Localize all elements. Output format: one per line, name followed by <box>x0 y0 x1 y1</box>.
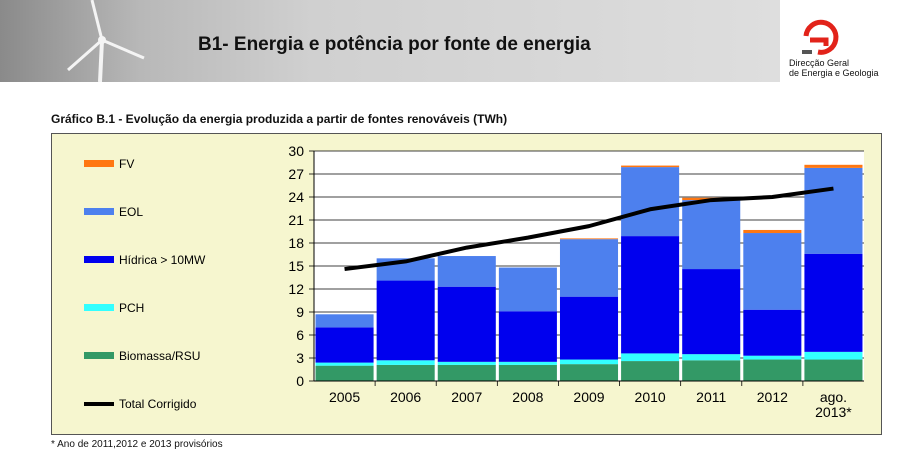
x-tick-label: 2007 <box>451 389 482 405</box>
footnote: * Ano de 2011,2012 e 2013 provisórios <box>51 439 223 450</box>
dgeg-logo <box>802 19 839 55</box>
bar-segment <box>804 164 863 168</box>
bar-segment <box>682 354 741 361</box>
bar-segment <box>559 359 619 365</box>
bar-segment <box>498 364 557 381</box>
page-title: B1- Energia e potência por fonte de ener… <box>198 34 591 55</box>
y-tick-label: 0 <box>296 373 304 389</box>
legend-label: FV <box>119 157 134 171</box>
header-banner: B1- Energia e potência por fonte de ener… <box>0 0 780 82</box>
y-tick-label: 30 <box>288 143 304 159</box>
bar-segment <box>315 314 374 328</box>
legend-label: PCH <box>119 301 144 315</box>
y-tick-label: 21 <box>288 212 304 228</box>
bar-segment <box>743 233 802 310</box>
legend-swatch <box>84 304 114 311</box>
logo-line-2: de Energia e Geologia <box>789 68 879 78</box>
x-tick-label: 2008 <box>512 389 543 405</box>
bar-segment <box>804 167 863 254</box>
legend-swatch <box>84 208 114 215</box>
bar-segment <box>682 269 741 355</box>
bar-segment <box>804 351 863 360</box>
total-line <box>344 186 834 272</box>
bar-segment <box>621 167 680 237</box>
bar-segment <box>315 327 374 363</box>
bar-segment <box>437 286 496 362</box>
legend-label: Biomassa/RSU <box>119 349 200 363</box>
bar-segment <box>682 200 741 270</box>
bar-segment <box>498 267 557 312</box>
bar-segment <box>743 229 802 234</box>
x-tick-label: 2013* <box>815 404 852 420</box>
y-tick-label: 27 <box>288 166 304 182</box>
chart-heading: Gráfico B.1 - Evolução da energia produz… <box>51 112 508 126</box>
bar-segment <box>498 311 557 362</box>
bar-segment <box>376 364 435 381</box>
bar-segment <box>315 365 374 381</box>
bar-segment <box>559 364 619 381</box>
bar-segment <box>743 359 802 381</box>
x-tick-label: 2010 <box>635 389 666 405</box>
y-tick-label: 24 <box>288 189 304 205</box>
bar-segment <box>559 296 619 360</box>
bar-segment <box>621 236 680 354</box>
bar-segment <box>559 238 619 240</box>
legend-swatch <box>84 256 114 263</box>
x-tick-label: 2012 <box>757 389 788 405</box>
bar-segment <box>621 165 680 168</box>
bar-segment <box>804 359 863 381</box>
bar-segment <box>621 353 680 362</box>
chart-svg: 0 3 6 9 12 15 18 21 24 27 30 2005 2006 2007 2008 2009 20… <box>84 143 864 420</box>
bar-segment <box>743 309 802 356</box>
y-tick-label: 12 <box>288 281 304 297</box>
y-tick-label: 15 <box>288 258 304 274</box>
legend-label: Total Corrigido <box>119 397 197 411</box>
y-tick-label: 3 <box>296 350 304 366</box>
bar-segment <box>559 239 619 297</box>
x-tick-label: 2006 <box>390 389 421 405</box>
y-tick-label: 9 <box>296 304 304 320</box>
bar-segment <box>437 364 496 381</box>
x-tick-label: 2005 <box>329 389 360 405</box>
logo-line-1: Direcção Geral <box>789 58 850 68</box>
bar-segment <box>376 280 435 361</box>
logo-text: Direcção Geral de Energia e Geologia <box>789 58 879 78</box>
legend-swatch <box>84 160 114 167</box>
bar-segment <box>437 256 496 287</box>
chart-container: 0 3 6 9 12 15 18 21 24 27 30 2005 2006 2007 2008 2009 20… <box>51 133 882 435</box>
y-tick-label: 6 <box>296 327 304 343</box>
bar-segment <box>437 361 496 365</box>
x-tick-label: 2009 <box>573 389 604 405</box>
bar-segment <box>682 360 741 381</box>
x-tick-label: 2011 <box>696 389 726 405</box>
bar-segment <box>743 355 802 360</box>
legend-label: EOL <box>119 205 143 219</box>
legend-swatch <box>84 352 114 359</box>
y-tick-label: 18 <box>288 235 304 251</box>
bar-segment <box>804 253 863 352</box>
bar-segment <box>315 362 374 366</box>
wind-turbine-icon <box>67 0 145 82</box>
bar-segment <box>498 361 557 365</box>
bar-segment <box>621 361 680 381</box>
legend-label: Hídrica > 10MW <box>119 253 206 267</box>
bar-segment <box>376 360 435 365</box>
x-tick-label: ago. <box>820 389 847 405</box>
